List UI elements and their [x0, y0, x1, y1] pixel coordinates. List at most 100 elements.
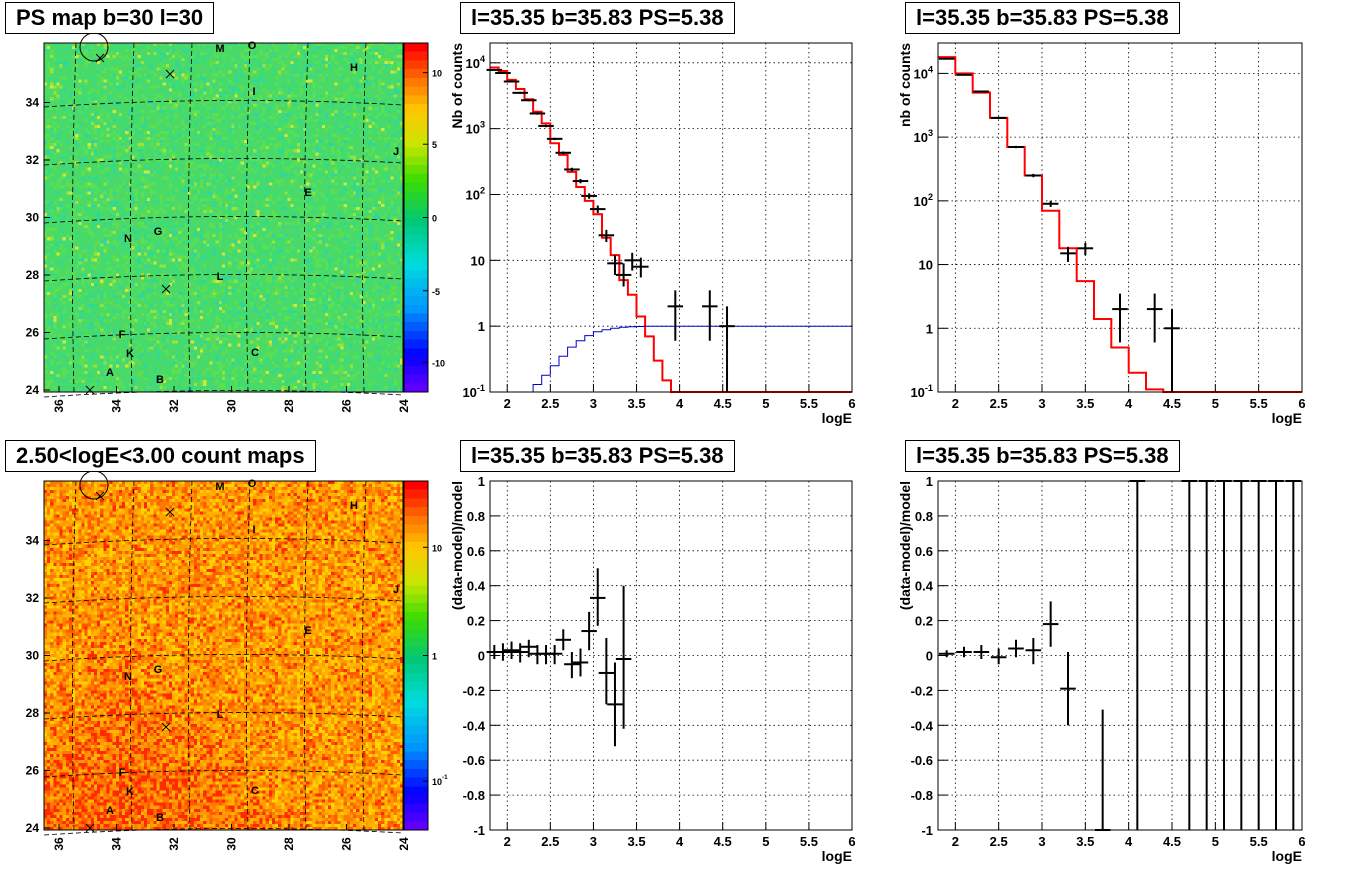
colorbar-segment [404, 568, 428, 577]
y-tick-label: 32 [26, 153, 40, 167]
y-tick-label: -0.2 [463, 683, 485, 698]
colorbar-segment [404, 594, 428, 603]
colorbar-tick-label: -5 [432, 287, 440, 297]
x-tick-label: 34 [110, 399, 124, 413]
y-tick-label: -0.6 [463, 753, 485, 768]
y-tick-label: 28 [26, 268, 40, 282]
x-tick-label: 5.5 [800, 396, 818, 411]
residual-title-2: l=35.35 b=35.83 PS=5.38 [905, 440, 1180, 472]
x-tick-label: 5.5 [1250, 834, 1268, 849]
source-label-h: H [350, 500, 358, 512]
x-tick-label: 3.5 [627, 396, 645, 411]
spectrum-panel-1: 2 2.5 3 3.5 4 4.5 5 5.5 610-1110102103104logENb … [449, 43, 856, 426]
colorbar-segment [404, 577, 428, 586]
colorbar-segment [404, 673, 428, 682]
colorbar-segment [404, 279, 428, 288]
colorbar-segment [404, 804, 428, 813]
source-label-j: J [393, 146, 399, 158]
colorbar-segment [404, 165, 428, 174]
colorbar-tick-label: 5 [432, 140, 437, 150]
colorbar-segment [404, 95, 428, 104]
x-tick-label: 24 [397, 837, 411, 851]
y-tick-label: 1 [926, 474, 933, 489]
colorbar-segment [404, 769, 428, 778]
x-tick-label: 6 [848, 396, 855, 411]
source-label-e: E [304, 625, 311, 637]
x-tick-label: 24 [397, 399, 411, 413]
colorbar-segment [404, 244, 428, 253]
source-label-f: F [119, 329, 126, 341]
colorbar-segment [404, 542, 428, 551]
colorbar-segment [404, 760, 428, 769]
x-axis-label: logE [1272, 410, 1302, 426]
source-label-m: M [215, 481, 224, 493]
heatmap-cells [44, 43, 403, 392]
colorbar-segment [404, 525, 428, 534]
source-label-o: O [248, 40, 257, 52]
y-tick-label: 102 [465, 185, 485, 202]
source-label-k: K [126, 786, 134, 798]
x-tick-label: 6 [848, 834, 855, 849]
colorbar-segment [404, 621, 428, 630]
colorbar-segment [404, 603, 428, 612]
x-tick-label: 4 [676, 396, 684, 411]
y-tick-label: 1 [926, 321, 933, 336]
colorbar-segment [404, 699, 428, 708]
y-tick-label: 0.8 [915, 509, 933, 524]
colorbar-segment [404, 516, 428, 525]
colorbar-tick-label: 10 [432, 543, 442, 553]
colorbar-segment [404, 778, 428, 787]
colorbar-segment [404, 139, 428, 148]
colorbar-segment [404, 656, 428, 665]
y-tick-label: 34 [26, 534, 40, 548]
y-tick-label: -1 [921, 823, 933, 838]
colorbar-segment [404, 313, 428, 322]
y-axis-label: (data-model)/model [897, 481, 913, 610]
colorbar-segment [404, 751, 428, 760]
x-tick-label: 30 [225, 837, 239, 851]
y-axis-label: nb of counts [897, 43, 913, 127]
y-tick-label: 0 [478, 649, 485, 664]
colorbar-tick-label: 10 [432, 69, 442, 79]
colorbar-segment [404, 78, 428, 87]
x-tick-label: 5 [762, 834, 769, 849]
y-tick-label: 30 [26, 649, 40, 663]
source-label-o: O [248, 478, 257, 490]
source-label-c: C [251, 347, 259, 359]
y-tick-label: 32 [26, 591, 40, 605]
y-tick-label: 0.2 [915, 614, 933, 629]
y-tick-label: 24 [26, 821, 40, 835]
x-tick-label: 3 [1038, 396, 1045, 411]
colorbar-segment [404, 664, 428, 673]
colorbar-segment [404, 813, 428, 822]
colorbar-segment [404, 305, 428, 314]
x-tick-label: 28 [282, 399, 296, 413]
x-tick-label: 2 [504, 834, 511, 849]
x-tick-label: 4 [676, 834, 684, 849]
y-tick-label: 104 [913, 64, 933, 81]
y-tick-label: 10 [471, 253, 485, 268]
colorbar-segment [404, 786, 428, 795]
colorbar-segment [404, 612, 428, 621]
x-tick-label: 36 [52, 399, 66, 413]
heatmap-cells [44, 481, 403, 830]
colorbar-segment [404, 551, 428, 560]
colorbar-segment [404, 490, 428, 499]
y-axis-label: (data-model)/model [449, 481, 465, 610]
y-tick-label: 26 [26, 326, 40, 340]
y-tick-label: 28 [26, 706, 40, 720]
y-tick-label: 0.6 [467, 544, 485, 559]
colorbar-segment [404, 296, 428, 305]
colorbar-tick-label: 1 [432, 652, 437, 662]
ps-map-title: PS map b=30 l=30 [5, 2, 214, 34]
y-tick-label: 102 [913, 192, 933, 209]
x-tick-label: 4 [1125, 396, 1133, 411]
colorbar-segment [404, 725, 428, 734]
x-tick-label: 2.5 [990, 834, 1008, 849]
colorbar-segment [404, 43, 428, 52]
x-tick-label: 34 [110, 837, 124, 851]
colorbar-segment [404, 322, 428, 331]
y-tick-label: 0.4 [467, 579, 486, 594]
y-tick-label: 10-1 [462, 383, 485, 400]
